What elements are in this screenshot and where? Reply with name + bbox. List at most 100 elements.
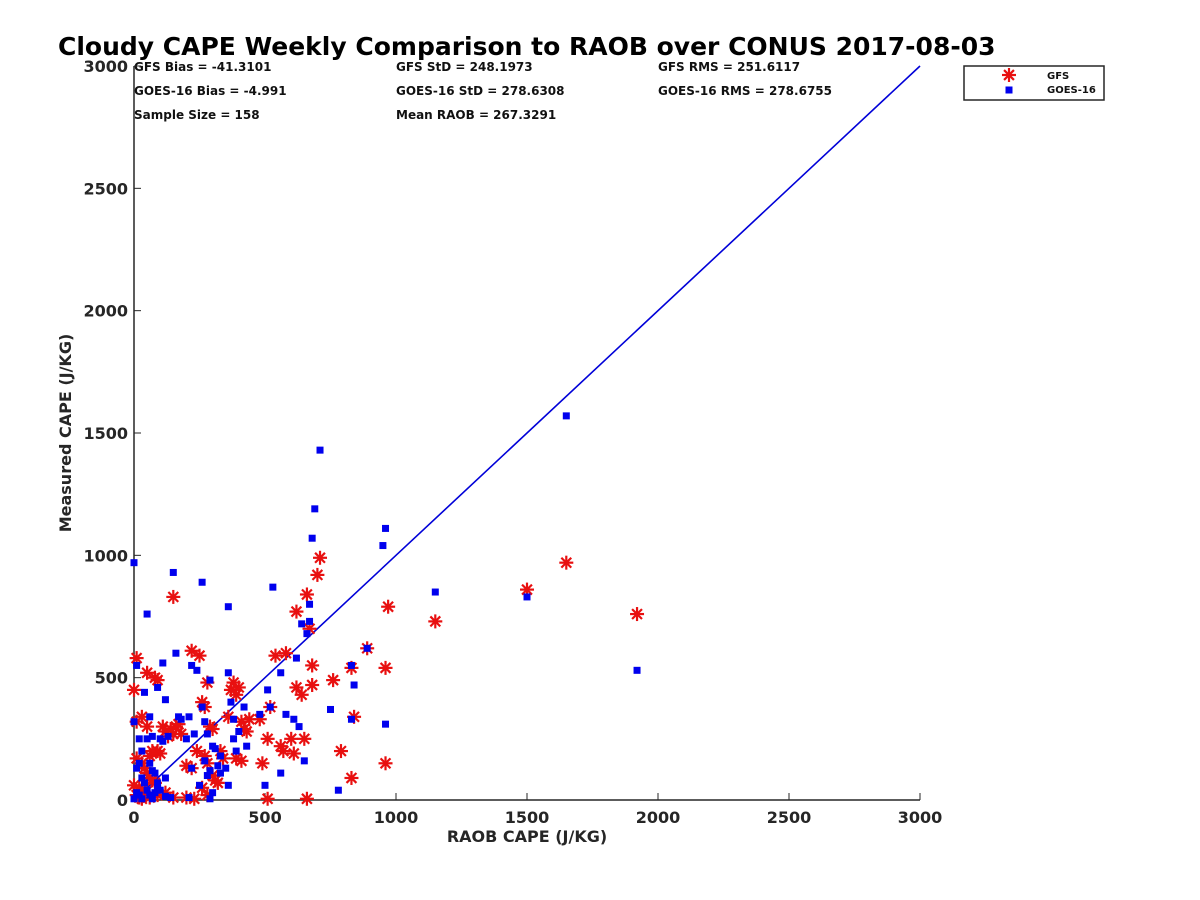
goes16-point — [206, 795, 214, 803]
goes16-point — [140, 779, 148, 787]
goes16-point — [334, 786, 342, 794]
goes16-point — [146, 713, 154, 721]
goes16-point — [269, 583, 277, 591]
goes16-point — [161, 792, 169, 800]
goes16-point — [169, 568, 177, 576]
goes16-point — [230, 735, 238, 743]
goes16-point — [298, 620, 306, 628]
goes16-point — [143, 610, 151, 618]
goes16-point — [151, 789, 159, 797]
goes16-point — [146, 759, 154, 767]
goes16-point — [133, 764, 141, 772]
gfs-point — [294, 687, 309, 702]
stat-mean-raob: Mean RAOB = 267.3291 — [396, 108, 556, 122]
stat-goes16-std: GOES-16 StD = 278.6308 — [396, 84, 565, 98]
legend-goes16-square — [1005, 86, 1013, 94]
gfs-point — [428, 614, 443, 629]
x-tick-label: 1000 — [374, 808, 419, 827]
stats-annotations: GFS Bias = -41.3101 GFS StD = 248.1973 G… — [134, 60, 832, 122]
gfs-point — [231, 680, 246, 695]
legend-goes16-marker — [1005, 86, 1013, 94]
y-tick-label: 1000 — [83, 546, 128, 565]
gfs-point — [305, 678, 320, 693]
goes16-point — [161, 696, 169, 704]
goes16-point — [151, 769, 159, 777]
stat-sample-size: Sample Size = 158 — [134, 108, 260, 122]
gfs-point — [268, 648, 283, 663]
legend-goes16-label: GOES-16 — [1047, 85, 1096, 96]
goes16-point — [203, 730, 211, 738]
goes16-point — [164, 732, 172, 740]
goes16-point — [135, 735, 143, 743]
goes16-point — [135, 791, 143, 799]
goes16-point — [130, 718, 138, 726]
goes16-point — [306, 617, 314, 625]
goes16-point — [240, 703, 248, 711]
goes16-point — [209, 789, 217, 797]
gfs-point — [140, 719, 155, 734]
goes16-point — [159, 737, 167, 745]
goes16-point — [327, 705, 334, 713]
goes16-point — [185, 713, 193, 721]
goes16-point — [300, 757, 308, 765]
goes16-point — [277, 669, 285, 677]
legend-gfs-asterisk — [1002, 68, 1016, 82]
goes16-point — [311, 505, 319, 513]
goes16-point — [261, 781, 269, 789]
x-tick-label: 1500 — [505, 808, 550, 827]
gfs-point — [333, 744, 348, 759]
goes16-point — [227, 698, 235, 706]
gfs-point — [184, 643, 199, 658]
goes16-point — [235, 727, 243, 735]
stat-gfs-rms: GFS RMS = 251.6117 — [658, 60, 800, 74]
x-tick-label: 500 — [248, 808, 281, 827]
goes16-point — [306, 600, 314, 608]
goes16-point — [264, 686, 272, 694]
gfs-point — [289, 680, 304, 695]
goes16-point — [146, 791, 154, 799]
goes16-point — [185, 794, 193, 802]
goes16-point — [156, 786, 164, 794]
goes16-point — [243, 742, 251, 750]
goes16-point — [206, 767, 214, 775]
chart-title: Cloudy CAPE Weekly Comparison to RAOB ov… — [58, 32, 996, 61]
gfs-point — [313, 550, 328, 565]
goes16-point — [201, 718, 209, 726]
goes16-point — [282, 710, 290, 718]
y-tick-label: 3000 — [83, 57, 128, 76]
gfs-point — [205, 722, 220, 737]
axes: 0 500 1000 1500 2000 2500 3000 0 500 1000 1500 2000… — [83, 57, 942, 827]
goes16-point — [295, 723, 303, 731]
goes16-point — [224, 603, 232, 611]
gfs-point — [299, 587, 314, 602]
goes16-point — [138, 774, 146, 782]
goes16-point — [188, 764, 196, 772]
goes16-point — [206, 676, 214, 684]
goes16-point — [188, 661, 196, 669]
stat-goes16-rms: GOES-16 RMS = 278.6755 — [658, 84, 832, 98]
goes16-point — [154, 779, 162, 787]
gfs-point — [378, 660, 393, 675]
gfs-point — [278, 646, 293, 661]
goes16-point — [130, 559, 138, 567]
goes16-point — [143, 735, 151, 743]
gfs-point — [305, 658, 320, 673]
goes16-point — [167, 794, 175, 802]
x-axis-label: RAOB CAPE (J/KG) — [447, 827, 607, 846]
goes16-point — [382, 720, 390, 728]
goes16-point — [292, 654, 300, 662]
goes16-point — [224, 669, 232, 677]
goes16-point — [308, 534, 316, 542]
goes16-point — [138, 795, 146, 803]
legend-box — [963, 65, 1105, 101]
gfs-point — [255, 756, 270, 771]
goes16-point — [159, 659, 167, 667]
goes16-point — [256, 710, 264, 718]
goes16-point — [172, 649, 180, 657]
stat-gfs-bias: GFS Bias = -41.3101 — [134, 60, 271, 74]
goes16-point — [140, 688, 148, 696]
gfs-point — [310, 567, 325, 582]
goes16-point — [135, 759, 143, 767]
gfs-point — [166, 589, 181, 604]
